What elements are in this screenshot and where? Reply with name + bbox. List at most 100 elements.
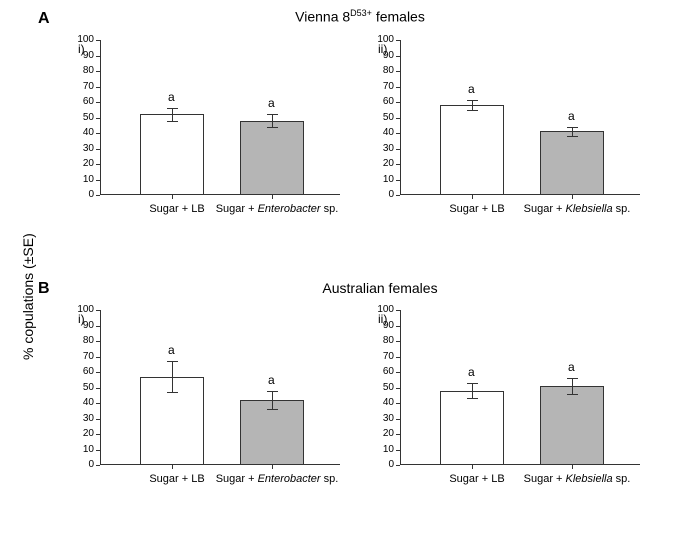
- err-line: [572, 378, 573, 394]
- err-cap-top: [567, 127, 578, 128]
- ytick-30: 30: [72, 413, 94, 424]
- ytick-70: 70: [372, 351, 394, 362]
- sublabel-B-ii: ii): [378, 312, 387, 326]
- xlabel-1: Sugar + Klebsiella sp.: [510, 473, 644, 485]
- err-cap-top: [267, 114, 278, 115]
- sig-0: a: [168, 343, 175, 357]
- ytick-80: 80: [372, 335, 394, 346]
- ytick-60: 60: [372, 366, 394, 377]
- err-cap-top: [467, 383, 478, 384]
- bar-B-ii-1: [540, 386, 604, 465]
- group-title-b: Australian females: [280, 280, 480, 296]
- ytick-80: 80: [372, 65, 394, 76]
- ytick-20: 20: [72, 158, 94, 169]
- err-line: [172, 108, 173, 120]
- xlabel-1: Sugar + Enterobacter sp.: [210, 473, 344, 485]
- sig-1: a: [568, 360, 575, 374]
- panel-letter-b: B: [38, 280, 50, 298]
- bar-A-i-1: [240, 121, 304, 195]
- ytick-40: 40: [372, 397, 394, 408]
- y-axis: [400, 310, 401, 465]
- y-axis: [100, 310, 101, 465]
- ytick-60: 60: [72, 366, 94, 377]
- xlabel-1: Sugar + Enterobacter sp.: [210, 203, 344, 215]
- ytick-40: 40: [372, 127, 394, 138]
- err-cap-top: [567, 378, 578, 379]
- sig-0: a: [168, 90, 175, 104]
- err-line: [172, 361, 173, 392]
- x-axis: [400, 464, 640, 465]
- ytick-20: 20: [72, 428, 94, 439]
- xlabel-1: Sugar + Klebsiella sp.: [510, 203, 644, 215]
- err-cap-bot: [467, 110, 478, 111]
- ytick-10: 10: [72, 444, 94, 455]
- sig-1: a: [268, 373, 275, 387]
- sublabel-A-i: i): [78, 42, 85, 56]
- ytick-50: 50: [372, 382, 394, 393]
- ytick-0: 0: [72, 459, 94, 470]
- ytick-50: 50: [72, 382, 94, 393]
- x-axis: [100, 464, 340, 465]
- err-line: [472, 100, 473, 109]
- ytick-50: 50: [72, 112, 94, 123]
- plot-A-i: 0102030405060708090100aSugar + LBaSugar …: [100, 40, 340, 195]
- figure-root: A Vienna 8D53+ females B Australian females…: [0, 0, 687, 544]
- sig-0: a: [468, 365, 475, 379]
- ytick-30: 30: [372, 143, 394, 154]
- sig-0: a: [468, 82, 475, 96]
- err-cap-bot: [567, 136, 578, 137]
- ytick-20: 20: [372, 428, 394, 439]
- err-cap-bot: [167, 392, 178, 393]
- ytick-10: 10: [372, 174, 394, 185]
- ytick-30: 30: [72, 143, 94, 154]
- ytick-10: 10: [72, 174, 94, 185]
- plot-B-ii: 0102030405060708090100aSugar + LBaSugar …: [400, 310, 640, 465]
- sig-1: a: [568, 109, 575, 123]
- bar-A-i-0: [140, 114, 204, 195]
- ytick-50: 50: [372, 112, 394, 123]
- ytick-0: 0: [72, 189, 94, 200]
- err-line: [272, 391, 273, 410]
- err-line: [472, 383, 473, 399]
- ytick-70: 70: [372, 81, 394, 92]
- y-axis-title: % copulations (±SE): [20, 233, 36, 360]
- err-cap-bot: [167, 121, 178, 122]
- err-cap-bot: [567, 394, 578, 395]
- plot-A-ii: 0102030405060708090100aSugar + LBaSugar …: [400, 40, 640, 195]
- err-line: [572, 127, 573, 136]
- err-cap-top: [167, 361, 178, 362]
- bar-A-ii-1: [540, 131, 604, 195]
- ytick-80: 80: [72, 65, 94, 76]
- group-title-a: Vienna 8D53+ females: [260, 8, 460, 25]
- plot-B-i: 0102030405060708090100aSugar + LBaSugar …: [100, 310, 340, 465]
- err-cap-bot: [267, 409, 278, 410]
- ytick-60: 60: [72, 96, 94, 107]
- err-cap-top: [167, 108, 178, 109]
- ytick-20: 20: [372, 158, 394, 169]
- sublabel-B-i: i): [78, 312, 85, 326]
- panel-letter-a: A: [38, 10, 50, 28]
- ytick-40: 40: [72, 397, 94, 408]
- ytick-70: 70: [72, 81, 94, 92]
- bar-B-ii-0: [440, 391, 504, 465]
- x-axis: [100, 194, 340, 195]
- sig-1: a: [268, 96, 275, 110]
- ytick-30: 30: [372, 413, 394, 424]
- err-cap-bot: [467, 398, 478, 399]
- err-line: [272, 114, 273, 126]
- y-axis: [400, 40, 401, 195]
- err-cap-top: [267, 391, 278, 392]
- ytick-0: 0: [372, 189, 394, 200]
- ytick-70: 70: [72, 351, 94, 362]
- sublabel-A-ii: ii): [378, 42, 387, 56]
- ytick-0: 0: [372, 459, 394, 470]
- ytick-10: 10: [372, 444, 394, 455]
- err-cap-top: [467, 100, 478, 101]
- ytick-60: 60: [372, 96, 394, 107]
- err-cap-bot: [267, 127, 278, 128]
- ytick-40: 40: [72, 127, 94, 138]
- x-axis: [400, 194, 640, 195]
- ytick-80: 80: [72, 335, 94, 346]
- y-axis: [100, 40, 101, 195]
- bar-A-ii-0: [440, 105, 504, 195]
